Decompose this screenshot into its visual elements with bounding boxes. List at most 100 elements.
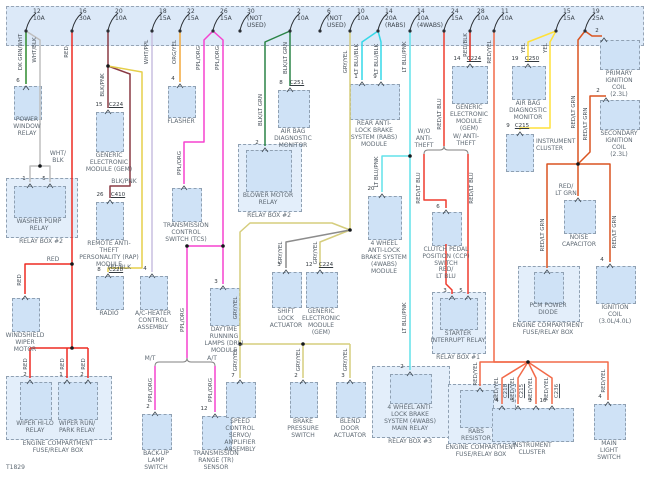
pin-caret-icon	[211, 413, 219, 419]
fuse-6-label: 6 (NOT USED)	[327, 8, 346, 29]
wire-red-lt-blu-out	[445, 244, 453, 294]
fuse-11-label: 11 10A	[501, 8, 513, 22]
pin-9-cluster1: 9	[506, 123, 510, 129]
w-yel-1: YEL	[521, 43, 527, 53]
pin-caret-icon	[476, 387, 484, 393]
brake-pressure-switch-box	[290, 382, 318, 418]
fuse-22-icon	[178, 12, 191, 33]
fuse-2-label: 2 10A	[297, 8, 309, 22]
pin-2-primary: 2	[595, 28, 599, 34]
gem-module-2-box	[306, 272, 338, 308]
noise-capacitor-label: NOISE CAPACITOR	[561, 234, 597, 248]
fuse-26-icon	[211, 12, 224, 33]
ecfrb-left-label: ENGINE COMPARTMENT FUSE/RELAY BOX	[22, 440, 94, 454]
pin-caret-icon	[104, 273, 112, 279]
drl-module-box	[210, 288, 240, 326]
rabs-module-box	[350, 84, 400, 120]
junction-dot	[70, 262, 74, 266]
pin-caret-icon	[106, 199, 114, 205]
pin-caret-icon	[466, 63, 474, 69]
fuse-panel	[6, 6, 644, 46]
4wabs-main-relay-box	[390, 374, 432, 404]
wire-red-lt-grn-prim	[584, 30, 602, 37]
wire-red-yel-rabs	[479, 361, 528, 386]
pin-caret-icon	[22, 85, 30, 91]
pin-caret-icon	[104, 109, 112, 115]
secondary-ignition-coil-box	[600, 100, 640, 130]
wire-red-lt-grn-pcm	[546, 163, 578, 268]
mt-note: M/T	[144, 355, 156, 362]
ccp-switch-label: CLUTCH PEDAL POSITION (CCP) SWITCH	[422, 246, 470, 267]
speed-control-label: SPEED CONTROL SERVO/ AMPLIFIER ASSEMBLY	[224, 418, 256, 453]
pin-2-mainrelay: 2	[400, 364, 404, 370]
wire-yel-blk	[107, 65, 143, 272]
instrument-cluster-2-box	[492, 408, 574, 442]
instrument-cluster-1-box	[506, 134, 534, 172]
gem-module-3-box	[452, 66, 488, 104]
pin-caret-icon	[548, 405, 556, 411]
at-note: A/T	[207, 355, 217, 362]
wire-blk-pnk-rap	[107, 65, 131, 198]
w-red: RED	[64, 46, 70, 58]
primary-ignition-coil-box	[600, 40, 640, 70]
wire-red-yel-c1	[501, 361, 529, 404]
instrument-cluster-1-label: INSTRUMENT CLUSTER	[536, 138, 576, 152]
flasher-label: FLASHER	[167, 118, 195, 125]
starter-interrupt-relay-box	[440, 298, 478, 330]
pin-6-ccp: 6	[436, 204, 440, 210]
pin-2-blower: 2	[255, 140, 259, 146]
w-gry-yel-3: GRY/YEL	[278, 241, 284, 265]
fuse-11-icon	[492, 12, 505, 33]
pin-caret-icon	[176, 83, 184, 89]
airbag-monitor-2-label: AIR BAG DIAGNOSTIC MONITOR	[509, 100, 547, 121]
w-red-lt-blu-2: RED/LT BLU	[416, 172, 422, 204]
w-gry-yel-2: GRY/YEL	[313, 241, 319, 265]
brake-pressure-label: BRAKE PRESSURE SWITCH	[287, 418, 319, 439]
pin-caret-icon	[574, 197, 582, 203]
fuse-20-icon	[106, 12, 119, 33]
fuse-26-label: 26 15A	[220, 8, 232, 22]
pin-3-starter: 3	[443, 288, 447, 294]
junction-dot	[185, 244, 189, 248]
junction-dot	[238, 342, 242, 346]
relay-box-1-label: RELAY BOX #1	[436, 354, 480, 361]
rabs-resistor-box	[460, 390, 494, 428]
w-blk-lt-grn-1: BLK/LT GRN	[258, 94, 264, 126]
pin-15-gem1: 15	[95, 102, 103, 108]
fuse-30-icon	[238, 12, 251, 33]
pin-caret-icon	[219, 285, 227, 291]
wire-red-lt-grn-ign	[578, 163, 611, 262]
w-red-lt-blu-1: RED/LT BLU	[437, 98, 443, 130]
rabs-module-label: REAR ANTI- LOCK BRAKE SYSTEM (RABS) MODU…	[350, 120, 398, 148]
washer-pump-relay-label: WASHER PUMP RELAY	[16, 218, 62, 232]
wire-red-yel-c3	[527, 361, 537, 404]
fuse-14-4wabs-label: 14 10A (4WABS)	[417, 8, 444, 29]
pin-4-ign34: 4	[600, 257, 604, 263]
junction-dot	[301, 342, 305, 346]
anti-theft-brace	[423, 145, 469, 155]
pin-caret-icon	[26, 379, 34, 385]
conn-c250: C250	[524, 56, 540, 62]
wire-red-lt-grn-a	[577, 30, 586, 164]
pin-caret-icon	[21, 295, 29, 301]
diagram-code: T1829	[6, 464, 25, 471]
shift-lock-label: SHIFT LOCK ACTUATOR	[269, 308, 303, 329]
pin-2-brake: 2	[294, 373, 298, 379]
pin-caret-icon	[532, 405, 540, 411]
pin-caret-icon	[516, 131, 524, 137]
gem-module-3-label: GENERIC ELECTRONIC MODULE (GEM)	[449, 104, 489, 132]
fuse-20-label: 20 10A	[115, 8, 127, 22]
pin-caret-icon	[442, 209, 450, 215]
blk-pnk-note: BLK/PNK	[111, 178, 137, 185]
washer-pump-relay-box	[14, 186, 66, 218]
primary-coil-label: PRIMARY IGNITION COIL (2.3L)	[605, 70, 633, 98]
w-gry-yel-4: GRY/YEL	[233, 296, 239, 320]
fuse-12-label: 12 10A	[33, 8, 45, 22]
w-red-3: RED	[23, 358, 29, 370]
w-blk-lt-grn-2: BLK/LT GRN	[283, 42, 289, 74]
pin-10-cluster2: 10	[539, 398, 547, 404]
pin-12-tr: 12	[200, 406, 208, 412]
rap-module-label: REMOTE ANTI- THEFT PERSONALITY (RAP) MOD…	[79, 240, 139, 268]
conn-c224-gem3: C224	[466, 56, 482, 62]
